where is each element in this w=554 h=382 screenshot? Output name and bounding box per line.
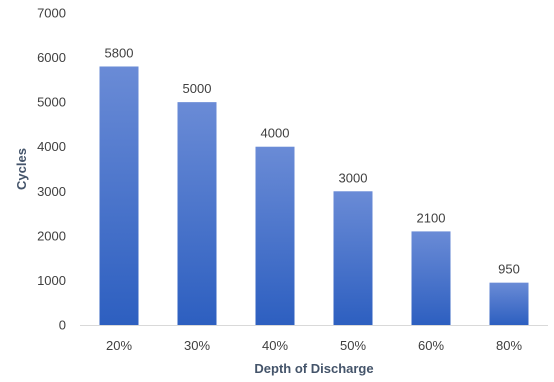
bar-value-label: 3000 (339, 170, 368, 185)
y-tick-label: 3000 (37, 184, 66, 199)
data-labels: 5800 5000 4000 3000 2100 950 (105, 45, 520, 276)
y-tick-label: 2000 (37, 228, 66, 243)
y-tick-label: 1000 (37, 273, 66, 288)
x-axis-title: Depth of Discharge (254, 361, 373, 376)
x-tick-label: 60% (418, 338, 444, 353)
y-tick-label: 0 (59, 318, 66, 333)
x-tick-label: 50% (340, 338, 366, 353)
x-tick-label: 80% (496, 338, 522, 353)
bar (255, 146, 295, 325)
bar-value-label: 5000 (183, 81, 212, 96)
y-tick-label: 7000 (37, 6, 66, 21)
bar (411, 231, 451, 325)
x-axis-ticks: 20% 30% 40% 50% 60% 80% (106, 338, 522, 353)
x-tick-label: 30% (184, 338, 210, 353)
bar (99, 66, 139, 325)
y-tick-label: 4000 (37, 139, 66, 154)
bar (489, 282, 529, 325)
x-tick-label: 20% (106, 338, 132, 353)
bar-value-label: 4000 (261, 126, 290, 141)
y-tick-label: 6000 (37, 50, 66, 65)
bar-value-label: 950 (498, 262, 520, 277)
bar (177, 102, 217, 326)
y-axis-ticks: 0 1000 2000 3000 4000 5000 6000 7000 (37, 6, 66, 333)
bars (99, 66, 529, 326)
y-axis-title: Cycles (14, 148, 29, 190)
bar-value-label: 5800 (105, 45, 134, 60)
bar (333, 191, 373, 325)
y-tick-label: 5000 (37, 95, 66, 110)
bar-value-label: 2100 (417, 210, 446, 225)
x-tick-label: 40% (262, 338, 288, 353)
